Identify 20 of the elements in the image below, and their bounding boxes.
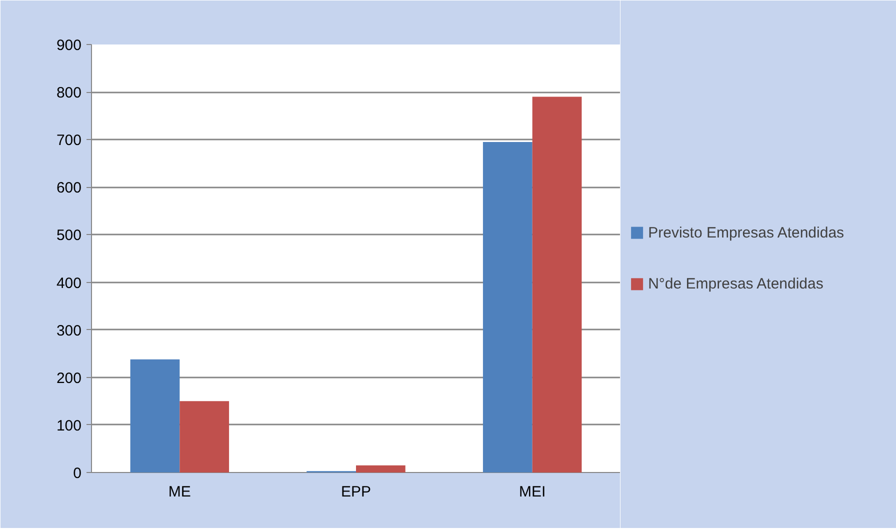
bar [356,465,406,472]
bar [532,96,582,472]
y-tick-label: 500 [56,227,82,244]
bar [482,142,532,472]
x-tick-label: MEI [519,484,546,500]
bar [130,359,180,472]
x-tick-label: ME [168,484,191,500]
legend-label: Previsto Empresas Atendidas [648,224,844,242]
y-tick-label: 100 [56,417,82,434]
y-tick-label: 200 [56,370,82,387]
y-tick-label: 300 [56,322,82,340]
x-tick-label: EPP [340,484,372,500]
legend-label: N°de Empresas Atendidas [648,276,824,293]
y-tick-label: 400 [56,274,82,292]
y-tick-label: 0 [73,465,82,482]
bar [180,401,230,472]
y-tick-label: 900 [56,37,82,54]
y-tick-label: 600 [56,180,82,197]
y-tick-label: 700 [56,132,82,150]
y-tick-label: 800 [56,84,82,102]
